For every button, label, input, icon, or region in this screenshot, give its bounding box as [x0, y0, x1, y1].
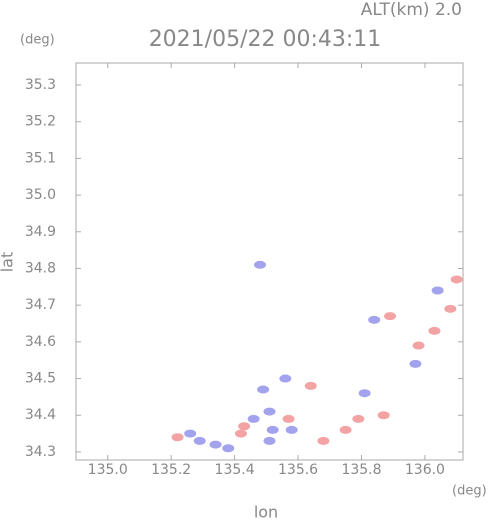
radar-echo: [444, 304, 457, 313]
y-unit: (deg): [20, 33, 55, 48]
radar-echo: [317, 436, 330, 445]
altitude-label: ALT(km) 2.0: [361, 0, 462, 20]
y-tick-label: 34.9: [25, 224, 56, 240]
radar-echo: [352, 414, 365, 423]
y-tick-label: 34.4: [25, 407, 56, 423]
plot-frame: [75, 62, 464, 461]
x-tick-label: 135.2: [151, 462, 191, 478]
radar-echo: [285, 425, 298, 434]
radar-echo: [263, 436, 276, 445]
radar-echo: [377, 411, 390, 420]
radar-echo: [450, 275, 463, 284]
x-tick-label: 136.0: [405, 462, 445, 478]
radar-echo: [304, 381, 317, 390]
y-tick-label: 35.2: [25, 114, 56, 130]
radar-echo: [247, 414, 260, 423]
radar-echo: [222, 444, 235, 453]
y-axis-label: lat: [0, 252, 17, 273]
radar-echo: [431, 286, 444, 295]
y-tick-label: 34.3: [25, 444, 56, 460]
y-tick-label: 34.7: [25, 297, 56, 313]
y-tick-label: 34.6: [25, 334, 56, 350]
y-tick-label: 35.3: [25, 77, 56, 93]
radar-echo: [184, 429, 197, 438]
radar-echo: [253, 260, 266, 269]
radar-echo: [282, 414, 295, 423]
x-axis-label: lon: [254, 503, 278, 521]
radar-echo: [193, 436, 206, 445]
radar-echo: [257, 385, 270, 394]
x-tick-label: 135.8: [341, 462, 381, 478]
radar-echo: [266, 425, 279, 434]
radar-echo: [358, 389, 371, 398]
chart-title: 2021/05/22 00:43:11: [149, 27, 382, 52]
radar-echo: [263, 407, 276, 416]
x-unit: (deg): [452, 484, 487, 499]
radar-echo: [368, 315, 381, 324]
radar-echo: [279, 374, 292, 383]
radar-echo: [234, 429, 247, 438]
radar-echo: [238, 422, 251, 431]
radar-echo: [428, 326, 441, 335]
radar-echo: [409, 359, 422, 368]
y-tick-label: 34.8: [25, 260, 56, 276]
radar-echo: [412, 341, 425, 350]
radar-echo: [384, 312, 397, 321]
y-tick-label: 34.5: [25, 371, 56, 387]
radar-echo: [209, 440, 222, 449]
radar-echo: [339, 425, 352, 434]
y-tick-label: 35.0: [25, 187, 56, 203]
y-tick-label: 35.1: [25, 150, 56, 166]
radar-echo: [171, 433, 184, 442]
x-tick-label: 135.4: [215, 462, 255, 478]
x-tick-label: 135.0: [88, 462, 128, 478]
x-tick-label: 135.6: [278, 462, 318, 478]
